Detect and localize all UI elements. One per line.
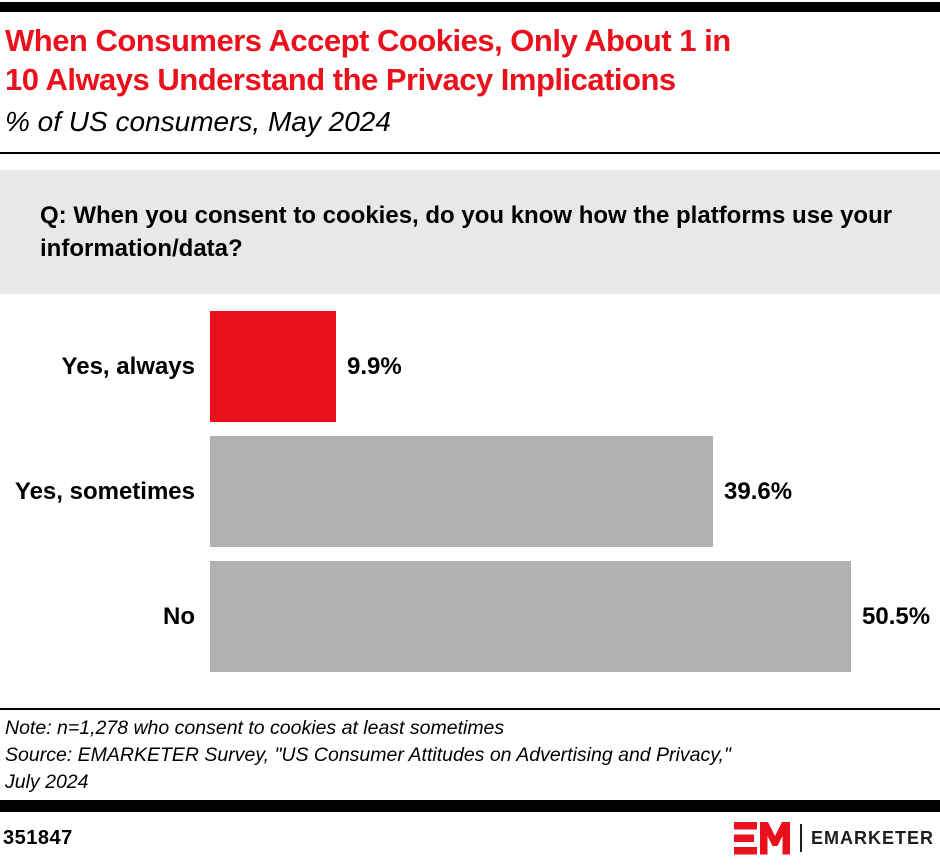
footnote-line: Source: EMARKETER Survey, "US Consumer A… (5, 744, 731, 766)
bottom-rule (0, 800, 940, 812)
emarketer-wordmark: EMARKETER (810, 827, 934, 848)
bar (210, 561, 851, 672)
top-rule (0, 2, 940, 12)
footnote-line: Note: n=1,278 who consent to cookies at … (5, 717, 505, 739)
logo-divider (799, 824, 802, 852)
bar-track: 9.9% (210, 311, 402, 422)
bar-row: No 50.5% (0, 561, 940, 672)
title-line-1: When Consumers Accept Cookies, Only Abou… (5, 23, 731, 58)
chart-subtitle: % of US consumers, May 2024 (5, 106, 391, 137)
bar-value-label: 9.9% (347, 352, 402, 380)
footer: 351847 EMARKETER (0, 812, 940, 864)
emarketer-logo: EMARKETER (733, 821, 934, 855)
bar-category-label: Yes, always (61, 352, 195, 380)
bar-track: 50.5% (210, 561, 930, 672)
bar-row: Yes, sometimes 39.6% (0, 436, 940, 547)
survey-question-box: Q: When you consent to cookies, do you k… (0, 170, 940, 294)
bar (210, 436, 713, 547)
survey-question-text: Q: When you consent to cookies, do you k… (40, 202, 893, 262)
bar-track: 39.6% (210, 436, 792, 547)
bar-row: Yes, always 9.9% (0, 311, 940, 422)
page-title: When Consumers Accept Cookies, Only Abou… (5, 21, 934, 99)
footnotes: Note: n=1,278 who consent to cookies at … (0, 710, 940, 796)
header-rule (0, 152, 940, 154)
emarketer-monogram-icon (733, 821, 792, 855)
chart-id: 351847 (3, 826, 73, 849)
bar-value-label: 39.6% (724, 477, 793, 505)
bar-category-label: Yes, sometimes (14, 477, 195, 505)
chart-header: When Consumers Accept Cookies, Only Abou… (0, 12, 940, 140)
bar-chart-rows: Yes, always 9.9% Yes, sometimes 39.6% No 50.5… (0, 311, 940, 672)
footnote-rule (0, 708, 940, 710)
bar-value-label: 50.5% (862, 602, 931, 630)
bar (210, 311, 336, 422)
bar-chart: Yes, always 9.9% Yes, sometimes 39.6% No 50.5… (0, 294, 940, 672)
footnote-line: July 2024 (5, 771, 89, 793)
title-line-2: 10 Always Understand the Privacy Implica… (5, 62, 676, 97)
bar-category-label: No (163, 602, 195, 630)
